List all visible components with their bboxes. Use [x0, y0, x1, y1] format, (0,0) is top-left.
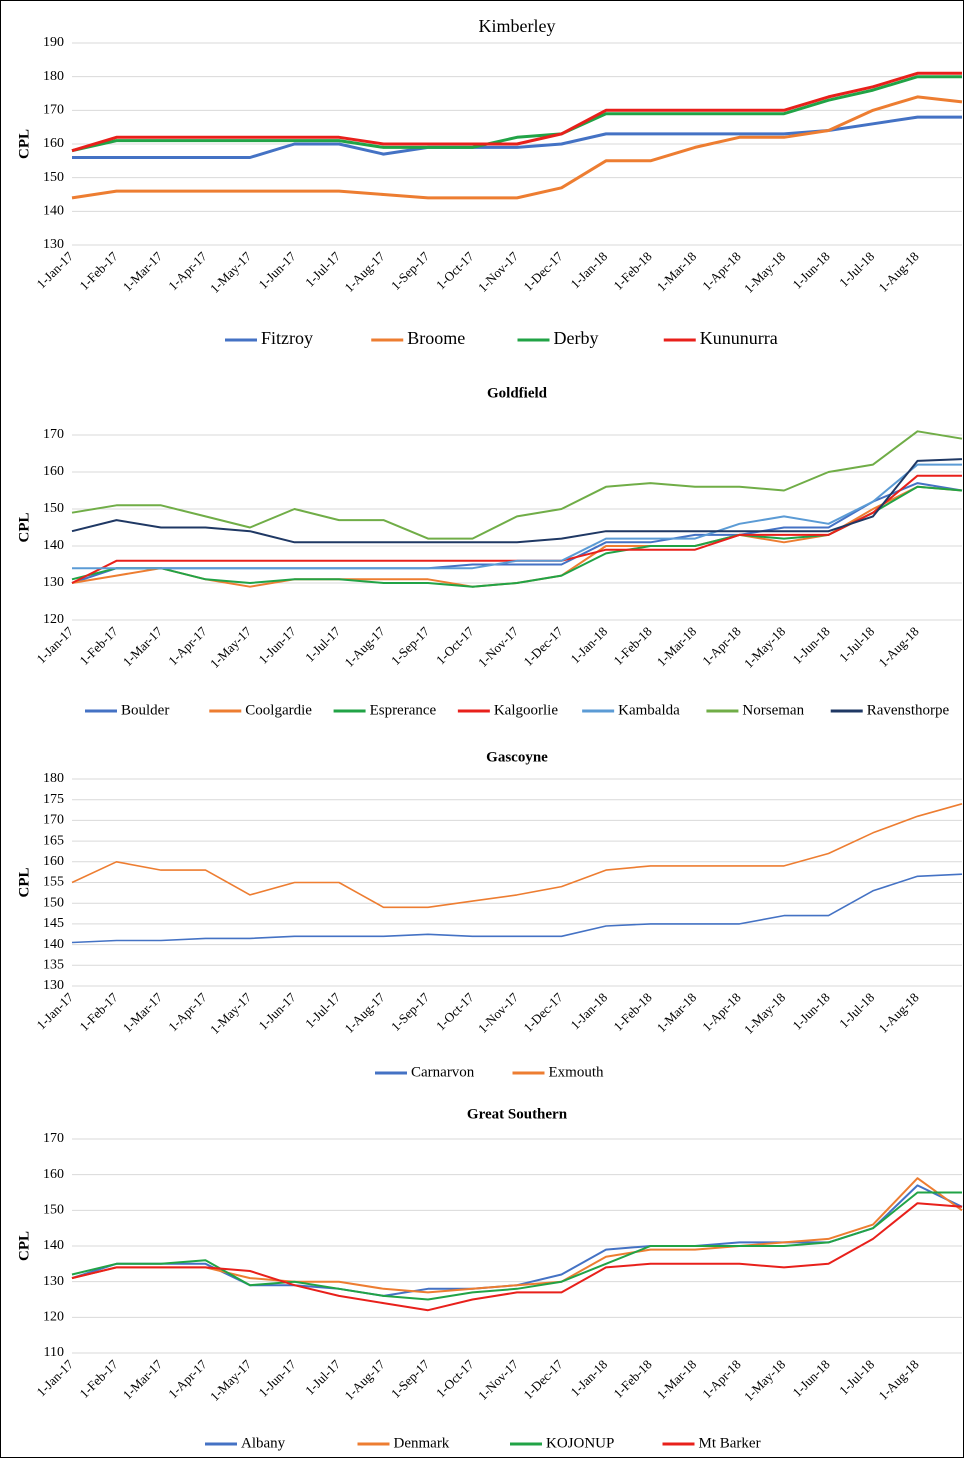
- legend-label: Norseman: [742, 702, 804, 718]
- y-axis-label: CPL: [16, 1231, 32, 1261]
- y-tick-label: 130: [43, 978, 64, 993]
- legend-label: Esprerance: [370, 702, 437, 718]
- y-tick-label: 145: [43, 916, 64, 931]
- y-tick-label: 140: [43, 204, 64, 219]
- y-tick-label: 150: [43, 895, 64, 910]
- y-tick-label: 165: [43, 833, 64, 848]
- y-tick-label: 175: [43, 792, 64, 807]
- y-tick-label: 170: [43, 103, 64, 118]
- legend-label: Denmark: [394, 1435, 450, 1451]
- legend-label: Kalgoorlie: [494, 702, 558, 718]
- legend-label: Mt Barker: [699, 1435, 761, 1451]
- legend-label: Kununurra: [700, 328, 778, 348]
- y-tick-label: 155: [43, 875, 64, 890]
- legend-label: Kambalda: [618, 702, 680, 718]
- y-tick-label: 150: [43, 170, 64, 185]
- series-line: [72, 463, 962, 570]
- chart-title: Kimberley: [479, 16, 556, 36]
- y-tick-label: 140: [43, 1238, 64, 1253]
- y-axis-label: CPL: [16, 513, 32, 543]
- y-tick-label: 130: [43, 575, 64, 590]
- series-line: [71, 430, 963, 540]
- y-axis-label: CPL: [16, 868, 32, 898]
- y-tick-label: 140: [43, 538, 64, 553]
- chart-title: Goldfield: [487, 385, 548, 401]
- y-tick-label: 170: [43, 1131, 64, 1146]
- chart-title: Gascoyne: [486, 749, 548, 765]
- legend-label: Carnarvon: [411, 1064, 475, 1080]
- y-tick-label: 190: [43, 35, 64, 50]
- series-line: [71, 75, 962, 153]
- series-line: [71, 95, 963, 200]
- y-tick-label: 160: [43, 1167, 64, 1182]
- chart-title: Great Southern: [467, 1106, 568, 1122]
- y-tick-label: 110: [44, 1345, 64, 1360]
- y-tick-label: 180: [43, 771, 64, 786]
- series-line: [71, 458, 963, 544]
- y-tick-label: 130: [43, 237, 64, 252]
- y-tick-label: 160: [43, 464, 64, 479]
- y-tick-label: 140: [43, 937, 64, 952]
- series-line: [71, 1177, 963, 1294]
- y-tick-label: 130: [43, 1274, 64, 1289]
- series-line: [71, 485, 963, 588]
- legend-label: Albany: [241, 1435, 286, 1451]
- legend-label: Exmouth: [549, 1064, 604, 1080]
- y-tick-label: 120: [43, 612, 64, 627]
- series-line: [71, 71, 962, 153]
- y-tick-label: 150: [43, 1203, 64, 1218]
- legend-label: Ravensthorpe: [867, 702, 950, 718]
- series-line: [71, 1202, 963, 1312]
- y-tick-label: 150: [43, 501, 64, 516]
- y-tick-label: 135: [43, 958, 64, 973]
- y-tick-label: 160: [43, 136, 64, 151]
- y-tick-label: 120: [43, 1310, 64, 1325]
- y-tick-label: 170: [43, 427, 64, 442]
- legend-label: KOJONUP: [546, 1435, 614, 1451]
- y-tick-label: 160: [43, 854, 64, 869]
- legend-label: Boulder: [121, 702, 169, 718]
- legend-label: Coolgardie: [245, 702, 312, 718]
- y-axis-label: CPL: [16, 129, 32, 159]
- legend-label: Broome: [407, 328, 465, 348]
- y-tick-label: 170: [43, 813, 64, 828]
- legend-label: Derby: [554, 328, 599, 348]
- series-line: [71, 873, 963, 944]
- legend-label: Fitzroy: [261, 328, 313, 348]
- series-line: [71, 803, 963, 909]
- y-tick-label: 180: [43, 69, 64, 84]
